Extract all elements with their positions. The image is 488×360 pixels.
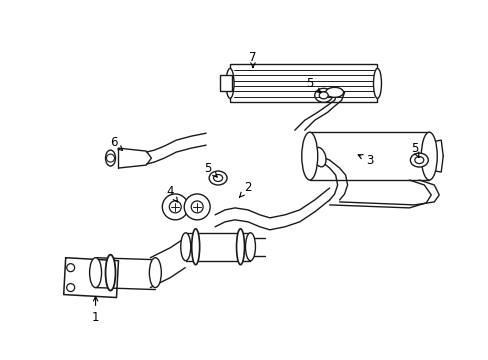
Bar <box>220 75 232 91</box>
Text: 2: 2 <box>239 181 251 197</box>
Ellipse shape <box>105 150 115 166</box>
Text: 1: 1 <box>92 297 99 324</box>
Circle shape <box>191 201 203 213</box>
Ellipse shape <box>373 68 381 98</box>
Ellipse shape <box>149 258 161 288</box>
Ellipse shape <box>105 255 115 291</box>
Text: 4: 4 <box>166 185 177 202</box>
Text: 5: 5 <box>204 162 217 177</box>
Ellipse shape <box>89 258 102 288</box>
Text: 7: 7 <box>249 51 256 67</box>
Text: 6: 6 <box>109 136 122 150</box>
Ellipse shape <box>236 229 244 265</box>
Ellipse shape <box>319 92 327 99</box>
Circle shape <box>184 194 210 220</box>
Circle shape <box>106 154 114 162</box>
Ellipse shape <box>191 229 199 265</box>
Text: 5: 5 <box>305 77 320 93</box>
Text: 5: 5 <box>410 141 418 158</box>
Ellipse shape <box>225 68 234 98</box>
Ellipse shape <box>313 147 325 167</box>
Bar <box>229 64 377 102</box>
Ellipse shape <box>414 157 423 163</box>
Circle shape <box>162 194 188 220</box>
Ellipse shape <box>409 153 427 167</box>
Ellipse shape <box>314 88 332 102</box>
Ellipse shape <box>209 171 226 185</box>
Ellipse shape <box>301 132 317 180</box>
Ellipse shape <box>245 233 255 261</box>
Text: 3: 3 <box>358 154 372 167</box>
Ellipse shape <box>213 175 222 181</box>
Circle shape <box>169 201 181 213</box>
Ellipse shape <box>421 132 436 180</box>
Ellipse shape <box>325 87 343 97</box>
Ellipse shape <box>181 233 190 261</box>
